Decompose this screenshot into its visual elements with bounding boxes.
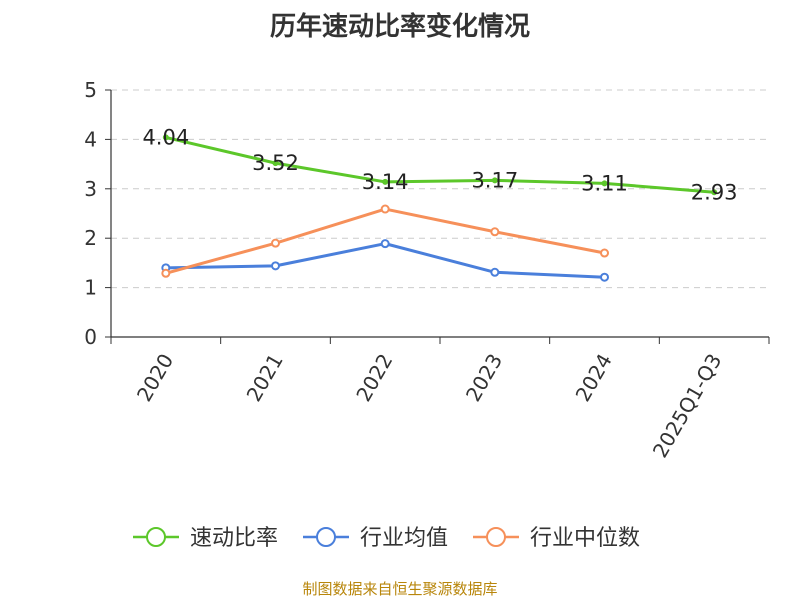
- data-point: [491, 177, 498, 184]
- x-tick-label: 2025Q1-Q3: [648, 350, 727, 462]
- legend-marker: [146, 527, 166, 547]
- data-point: [490, 227, 500, 237]
- data-point: [162, 134, 169, 141]
- legend-label: 行业中位数: [530, 526, 640, 551]
- legend-label: 行业均值: [360, 526, 448, 551]
- y-tick-label: 1: [84, 276, 97, 300]
- source-note: 制图数据来自恒生聚源数据库: [302, 580, 498, 598]
- legend: 速动比率 行业均值 行业中位数: [133, 526, 640, 551]
- data-point: [600, 272, 609, 282]
- data-point: [490, 267, 500, 277]
- data-point: [711, 189, 718, 196]
- legend-item: 速动比率: [133, 526, 278, 551]
- x-tick-label: 2022: [351, 350, 397, 406]
- data-point: [600, 248, 609, 258]
- data-labels: 4.04 3.52 3.14 3.17 3.11 2.93: [142, 125, 737, 204]
- y-tick-label: 2: [84, 226, 97, 250]
- x-tick-label: 2024: [571, 350, 617, 406]
- data-point: [272, 160, 279, 167]
- data-point: [271, 261, 280, 271]
- data-point: [380, 239, 390, 249]
- legend-marker: [316, 527, 336, 547]
- legend-label: 速动比率: [190, 526, 278, 551]
- data-label: 3.14: [362, 170, 409, 194]
- series-lines: [161, 134, 718, 282]
- series-line: [165, 242, 605, 279]
- data-label: 4.04: [142, 125, 189, 149]
- x-tick-label: 2023: [461, 350, 507, 406]
- data-label: 3.11: [581, 171, 628, 195]
- legend-marker: [486, 527, 506, 547]
- x-tick-label: 2020: [132, 350, 178, 406]
- y-tick-label: 0: [84, 325, 97, 349]
- y-tick-label: 4: [84, 127, 97, 151]
- data-point: [382, 178, 389, 185]
- series-line: [165, 135, 715, 194]
- data-point: [601, 180, 608, 187]
- x-tick-label: 2021: [242, 350, 288, 406]
- data-label: 2.93: [691, 180, 738, 204]
- y-tick-label: 3: [84, 177, 97, 201]
- data-label: 3.52: [252, 151, 299, 175]
- data-label: 3.17: [471, 168, 518, 192]
- data-point: [271, 238, 280, 248]
- chart-title: 历年速动比率变化情况: [269, 12, 530, 42]
- data-point: [380, 204, 390, 214]
- y-tick-label: 5: [84, 78, 97, 102]
- legend-item: 行业均值: [303, 526, 448, 551]
- legend-item: 行业中位数: [473, 526, 640, 551]
- data-point: [161, 268, 171, 278]
